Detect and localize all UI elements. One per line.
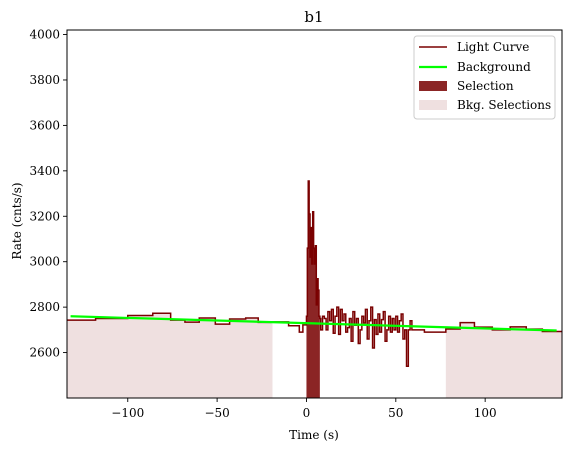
plot-area <box>67 180 562 398</box>
x-axis-label: Time (s) <box>289 428 339 442</box>
y-tick-label: 3800 <box>29 73 60 87</box>
y-tick-label: 3000 <box>29 255 60 269</box>
y-tick-label: 2800 <box>29 300 60 314</box>
background-line <box>70 315 557 332</box>
bkg-selection-1 <box>445 322 562 398</box>
y-axis-label: Rate (cnts/s) <box>10 182 24 259</box>
y-tick-label: 3200 <box>29 209 60 223</box>
legend-box <box>413 35 556 120</box>
plot-clip-group <box>67 180 562 398</box>
x-tick-label: −100 <box>111 406 144 420</box>
x-tick-label: 50 <box>388 406 403 420</box>
y-tick-label: 3400 <box>29 164 60 178</box>
legend-label: Bkg. Selections <box>457 98 551 112</box>
bkg-selection-0 <box>67 313 273 398</box>
legend-handle-selection <box>419 81 447 91</box>
legend: Light Curve Background Selection Bkg. Selec… <box>413 35 556 120</box>
x-tick-label: 100 <box>474 406 497 420</box>
chart-title: b1 <box>304 8 323 26</box>
x-tick-label: 0 <box>303 406 311 420</box>
legend-label: Background <box>457 60 531 74</box>
axes-frame <box>66 29 563 399</box>
y-tick-label: 4000 <box>29 28 60 42</box>
x-tick-label: −50 <box>204 406 229 420</box>
y-tick-label: 2600 <box>29 346 60 360</box>
legend-label: Light Curve <box>457 40 529 54</box>
legend-handle-bkg-selections <box>419 100 447 110</box>
y-tick-label: 3600 <box>29 118 60 132</box>
light-curve-line <box>67 180 562 367</box>
legend-label: Selection <box>457 79 514 93</box>
axes: −100 −50 0 50 100 2600 2800 3000 3200 3400 3600 380… <box>29 28 563 420</box>
